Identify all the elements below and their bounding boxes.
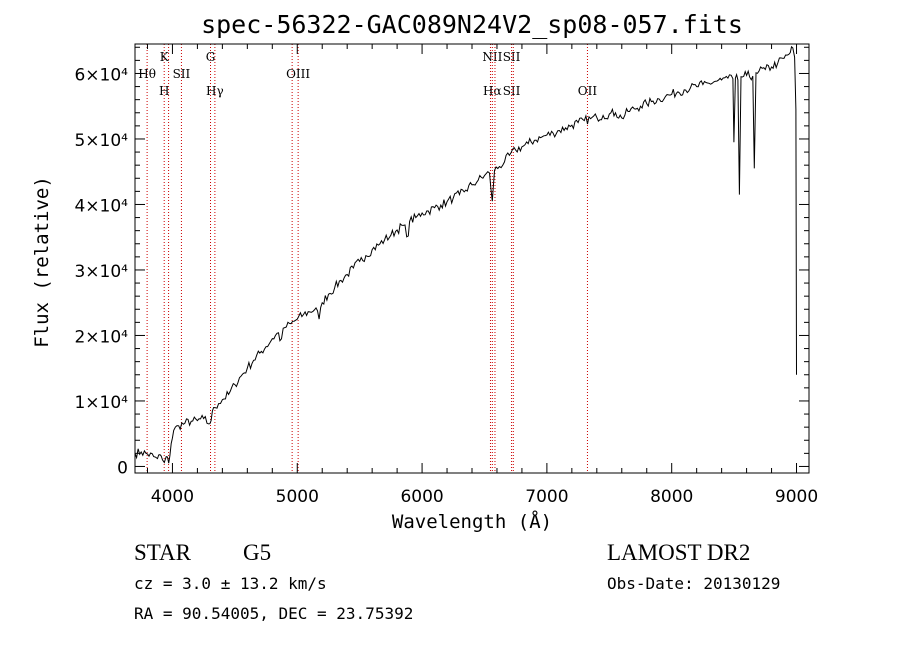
marker-label: G	[206, 50, 216, 64]
marker-label: OIII	[286, 67, 310, 81]
marker-label: Hθ	[138, 67, 156, 81]
marker-label: OII	[578, 84, 598, 98]
x-tick-label: 5000	[276, 487, 319, 507]
obs-date: Obs-Date: 20130129	[607, 574, 780, 593]
x-axis-label: Wavelength (Å)	[392, 510, 552, 533]
survey-label: LAMOST DR2	[607, 540, 750, 565]
marker-label: Hγ	[206, 84, 224, 98]
spectrum-line-0	[134, 45, 797, 464]
marker-label: Hα	[483, 84, 502, 98]
plot-frame	[134, 43, 810, 474]
marker-label: SII	[503, 84, 521, 98]
marker-label: K	[160, 50, 170, 64]
chart-title: spec-56322-GAC089N24V2_sp08-057.fits	[201, 10, 743, 39]
marker-label: NII	[482, 50, 502, 64]
y-tick-label: 2×10⁴	[74, 327, 128, 347]
series-layer	[134, 45, 797, 464]
x-tick-label: 8000	[650, 487, 693, 507]
y-axis: 0 1×10⁴ 2×10⁴ 3×10⁴ 4×10⁴ 5×10⁴ 6×10⁴	[74, 46, 809, 478]
object-class: STAR	[134, 540, 192, 565]
y-tick-label: 1×10⁴	[74, 393, 128, 413]
marker-label: SII	[173, 67, 191, 81]
y-tick-label: 3×10⁴	[74, 262, 128, 282]
x-tick-label: 6000	[400, 487, 443, 507]
y-tick-label: 6×10⁴	[74, 65, 128, 85]
x-tick-label: 7000	[525, 487, 568, 507]
x-axis: 4000 5000 6000 7000 8000 9000	[146, 44, 818, 507]
x-tick-label: 9000	[775, 487, 818, 507]
y-tick-label: 4×10⁴	[74, 196, 128, 216]
y-tick-label: 5×10⁴	[74, 131, 128, 151]
x-tick-label: 4000	[151, 487, 194, 507]
y-tick-label: 0	[117, 458, 128, 478]
coordinates: RA = 90.54005, DEC = 23.75392	[134, 604, 413, 623]
marker-label: H	[159, 84, 169, 98]
y-axis-label: Flux (relative)	[31, 176, 53, 348]
redshift-info: cz = 3.0 ± 13.2 km/s	[134, 574, 327, 593]
object-subclass: G5	[243, 540, 271, 565]
marker-label: SII	[503, 50, 521, 64]
